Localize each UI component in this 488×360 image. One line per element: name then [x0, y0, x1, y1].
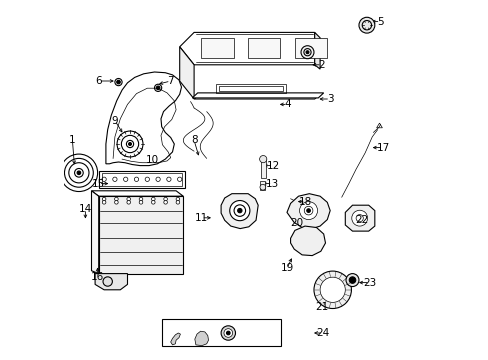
Circle shape: [224, 329, 232, 337]
Circle shape: [117, 80, 120, 84]
Polygon shape: [345, 205, 374, 231]
Circle shape: [77, 171, 81, 175]
Circle shape: [114, 197, 118, 201]
Polygon shape: [194, 331, 208, 346]
Circle shape: [305, 51, 308, 54]
Circle shape: [163, 201, 167, 204]
Text: 18: 18: [299, 197, 312, 207]
Text: 2: 2: [318, 60, 325, 70]
Text: 19: 19: [280, 263, 293, 273]
Polygon shape: [221, 194, 258, 229]
Polygon shape: [106, 72, 181, 166]
Circle shape: [139, 197, 142, 201]
Bar: [260, 181, 265, 190]
Text: 6: 6: [95, 76, 102, 86]
Bar: [247, 38, 280, 58]
Text: 4: 4: [284, 99, 290, 109]
Text: 23: 23: [363, 278, 376, 288]
Polygon shape: [192, 93, 323, 98]
Circle shape: [151, 197, 155, 201]
Circle shape: [128, 143, 131, 145]
Circle shape: [313, 271, 351, 309]
Text: 11: 11: [194, 213, 207, 223]
Text: 7: 7: [167, 76, 174, 86]
Circle shape: [320, 277, 345, 302]
Circle shape: [259, 156, 266, 163]
Circle shape: [102, 201, 106, 204]
Polygon shape: [179, 47, 194, 99]
Text: 22: 22: [354, 215, 367, 225]
Text: 21: 21: [315, 302, 328, 312]
Bar: [260, 159, 265, 178]
Polygon shape: [95, 274, 127, 290]
Polygon shape: [179, 32, 314, 65]
Text: 20: 20: [289, 218, 303, 228]
Circle shape: [260, 184, 265, 190]
Circle shape: [301, 46, 313, 59]
Text: 8: 8: [190, 135, 197, 145]
Text: 9: 9: [111, 116, 118, 126]
Bar: [99, 171, 185, 188]
Circle shape: [299, 202, 317, 220]
Circle shape: [351, 210, 367, 226]
Polygon shape: [314, 32, 320, 69]
Text: 12: 12: [266, 161, 279, 171]
Circle shape: [229, 201, 249, 221]
Text: 15: 15: [92, 179, 105, 189]
Circle shape: [156, 86, 160, 90]
Text: 5: 5: [377, 17, 383, 27]
Circle shape: [237, 208, 242, 213]
Text: 17: 17: [376, 143, 389, 153]
Circle shape: [114, 201, 118, 204]
Text: 3: 3: [326, 94, 333, 104]
Circle shape: [127, 201, 130, 204]
Polygon shape: [170, 333, 180, 345]
Circle shape: [221, 326, 235, 340]
Bar: [218, 86, 283, 91]
Circle shape: [226, 331, 230, 335]
Circle shape: [127, 197, 130, 201]
Text: 10: 10: [146, 155, 159, 165]
Bar: [162, 319, 280, 346]
Circle shape: [176, 201, 179, 204]
Circle shape: [102, 197, 106, 201]
Circle shape: [346, 274, 358, 287]
Circle shape: [151, 201, 155, 204]
Text: 16: 16: [91, 272, 104, 282]
Bar: [102, 173, 182, 186]
Polygon shape: [91, 191, 99, 274]
Polygon shape: [286, 194, 329, 229]
Circle shape: [348, 277, 355, 283]
Circle shape: [139, 201, 142, 204]
Polygon shape: [194, 94, 320, 99]
Circle shape: [103, 277, 112, 286]
Circle shape: [358, 17, 374, 33]
Text: 1: 1: [69, 135, 76, 145]
Polygon shape: [290, 226, 325, 256]
Circle shape: [163, 197, 167, 201]
Polygon shape: [99, 196, 183, 274]
Text: 24: 24: [316, 328, 329, 338]
Bar: [201, 38, 233, 58]
Circle shape: [176, 197, 179, 201]
Text: 14: 14: [79, 204, 92, 214]
Bar: [294, 38, 326, 58]
Text: 13: 13: [265, 179, 279, 189]
Polygon shape: [91, 191, 183, 196]
Circle shape: [306, 209, 310, 212]
Bar: [215, 84, 285, 93]
